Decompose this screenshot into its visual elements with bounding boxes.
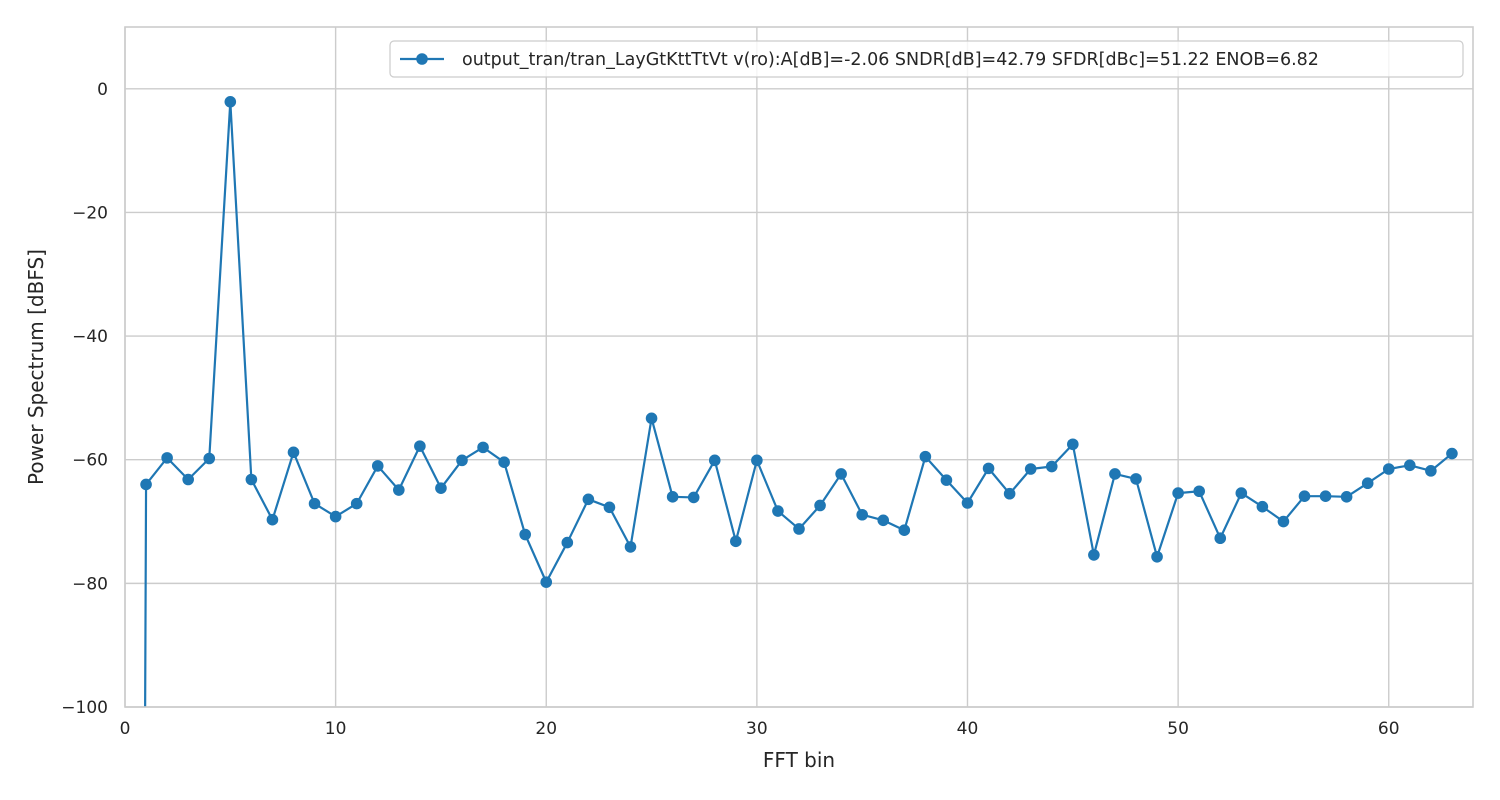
x-tick-label: 0 (120, 719, 131, 739)
data-point (772, 505, 784, 517)
data-point (603, 501, 616, 514)
data-point (730, 535, 742, 548)
y-tick-label: −100 (61, 698, 108, 718)
x-tick-label: 50 (1167, 719, 1189, 739)
y-tick-label: 0 (97, 80, 108, 100)
data-point (161, 452, 173, 464)
data-point (350, 497, 363, 510)
data-point (1214, 532, 1227, 545)
data-point (1277, 515, 1290, 528)
data-point (898, 524, 911, 536)
x-tick-label: 40 (957, 719, 979, 739)
data-point (1045, 460, 1058, 473)
data-point (793, 523, 805, 535)
data-point (1151, 550, 1163, 563)
data-point (245, 473, 258, 486)
series-layer (140, 96, 1458, 707)
data-point (1003, 487, 1016, 500)
data-point (414, 440, 426, 452)
data-point (1193, 485, 1205, 498)
data-point (856, 508, 868, 521)
x-tick-label: 60 (1378, 719, 1400, 739)
data-point (624, 541, 637, 553)
data-point (582, 493, 595, 506)
data-point (266, 513, 279, 526)
y-tick-label: −80 (72, 574, 108, 594)
data-point (814, 499, 826, 512)
data-point (540, 576, 553, 588)
x-tick-label: 20 (535, 719, 557, 739)
data-point (287, 446, 300, 459)
data-point (1361, 477, 1374, 490)
data-point (393, 484, 405, 496)
data-point (1235, 487, 1248, 499)
data-point (224, 96, 237, 108)
legend-marker-swatch (416, 53, 428, 65)
data-point (1382, 463, 1395, 475)
data-point (1067, 438, 1079, 451)
data-point (666, 491, 679, 503)
data-point (435, 482, 447, 494)
legend: output_tran/tran_LayGtKttTtVt v(ro):A[dB… (389, 40, 1464, 78)
y-axis-label: Power Spectrum [dBFS] (24, 249, 48, 485)
data-point (1024, 463, 1037, 475)
data-point (877, 514, 890, 527)
data-point (708, 454, 721, 467)
data-point (371, 460, 384, 472)
data-point (519, 528, 531, 541)
data-point (561, 536, 574, 549)
data-point (1256, 500, 1269, 513)
data-point (456, 454, 468, 467)
y-tick-label: −20 (72, 203, 108, 223)
x-tick-label: 10 (325, 719, 347, 739)
data-point (477, 441, 489, 454)
data-point (982, 462, 995, 475)
y-tick-label: −40 (72, 327, 108, 347)
tick-labels: 0 10 20 30 40 50 60 0 −20 −40 −60 −80 −100 (61, 80, 1399, 739)
data-point (329, 510, 342, 523)
data-point (919, 450, 932, 463)
data-point (687, 491, 700, 504)
data-point (203, 452, 216, 465)
data-point (1088, 549, 1100, 561)
x-axis-label: FFT bin (763, 748, 835, 772)
data-point (940, 474, 953, 486)
data-point (1340, 491, 1353, 503)
data-point (645, 412, 658, 425)
data-point (1404, 459, 1416, 472)
plot-frame (124, 26, 1474, 708)
data-point (498, 456, 510, 469)
x-tick-label: 30 (746, 719, 768, 739)
data-point (1446, 447, 1458, 460)
legend-box (389, 40, 1464, 78)
data-point (1109, 468, 1121, 480)
data-point (751, 454, 763, 467)
data-point (1298, 490, 1311, 503)
data-point (835, 468, 847, 480)
data-point (1425, 465, 1437, 477)
data-point (1319, 490, 1332, 503)
legend-entry-label: output_tran/tran_LayGtKttTtVt v(ro):A[dB… (462, 50, 1319, 70)
data-point (140, 478, 152, 491)
data-point (182, 473, 194, 486)
data-point (1172, 487, 1184, 499)
y-tick-label: −60 (72, 451, 108, 471)
series-line (144, 100, 1453, 707)
data-point (1130, 473, 1142, 485)
data-point (308, 497, 321, 510)
data-point (961, 497, 974, 509)
